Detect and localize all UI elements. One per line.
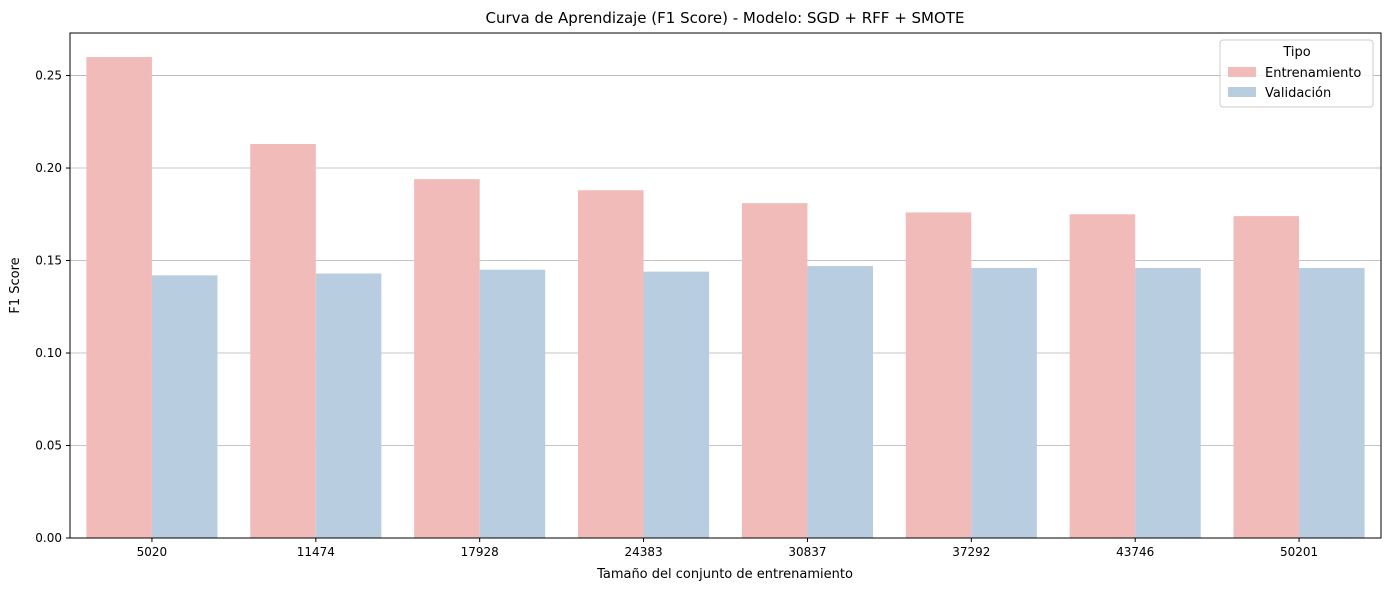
bar-entrenamiento-30837	[741, 203, 808, 538]
bar-entrenamiento-5020	[86, 57, 152, 539]
x-tick-label: 11474	[297, 545, 335, 559]
plot-area-frame	[69, 32, 1382, 539]
bar-entrenamiento-11474	[250, 143, 316, 538]
bar-entrenamiento-37292	[905, 212, 972, 538]
bar-validaci-n-43746	[1135, 267, 1201, 538]
y-axis-ticks: 0.00 0.05 0.10 0.15 0.20 0.25	[35, 69, 70, 545]
y-tick-label: 0.25	[35, 69, 62, 83]
y-tick-label: 0.15	[35, 254, 62, 268]
x-tick-label: 37292	[952, 545, 990, 559]
bar-validaci-n-37292	[971, 267, 1037, 538]
bar-validaci-n-30837	[807, 266, 873, 538]
bar-validaci-n-11474	[315, 273, 382, 538]
x-axis-label: Tamaño del conjunto de entrenamiento	[596, 567, 853, 582]
bar-validaci-n-17928	[479, 269, 546, 538]
x-tick-label: 30837	[788, 545, 826, 559]
legend-frame	[1219, 39, 1374, 108]
bars	[86, 57, 1365, 539]
y-tick-label: 0.00	[35, 531, 62, 545]
bar-entrenamiento-50201	[1233, 216, 1300, 538]
y-axis-label: F1 Score	[8, 257, 23, 313]
bar-validaci-n-24383	[643, 271, 710, 538]
legend-title: Tipo	[1282, 45, 1310, 60]
x-tick-label: 50201	[1280, 545, 1318, 559]
y-tick-label: 0.20	[35, 161, 62, 175]
legend-swatch-validacion	[1228, 87, 1256, 97]
y-tick-label: 0.05	[35, 439, 62, 453]
y-tick-label: 0.10	[35, 346, 62, 360]
legend-label-entrenamiento: Entrenamiento	[1265, 66, 1361, 81]
x-axis-ticks: 5020 11474 17928 24383 30837 37292 43746 50201	[137, 538, 1318, 559]
x-tick-label: 24383	[624, 545, 662, 559]
bar-entrenamiento-17928	[414, 179, 480, 538]
x-tick-label: 5020	[137, 545, 168, 559]
legend-label-validacion: Validación	[1265, 86, 1331, 101]
bar-validaci-n-5020	[151, 275, 218, 538]
x-tick-label: 17928	[461, 545, 499, 559]
bar-validaci-n-50201	[1299, 267, 1365, 538]
bar-entrenamiento-24383	[578, 190, 644, 538]
x-tick-label: 43746	[1116, 545, 1154, 559]
legend-swatch-entrenamiento	[1228, 67, 1256, 77]
bar-entrenamiento-43746	[1069, 214, 1136, 539]
chart-title: Curva de Aprendizaje (F1 Score) - Modelo…	[486, 9, 965, 27]
legend: Tipo Entrenamiento Validación	[1219, 39, 1374, 108]
